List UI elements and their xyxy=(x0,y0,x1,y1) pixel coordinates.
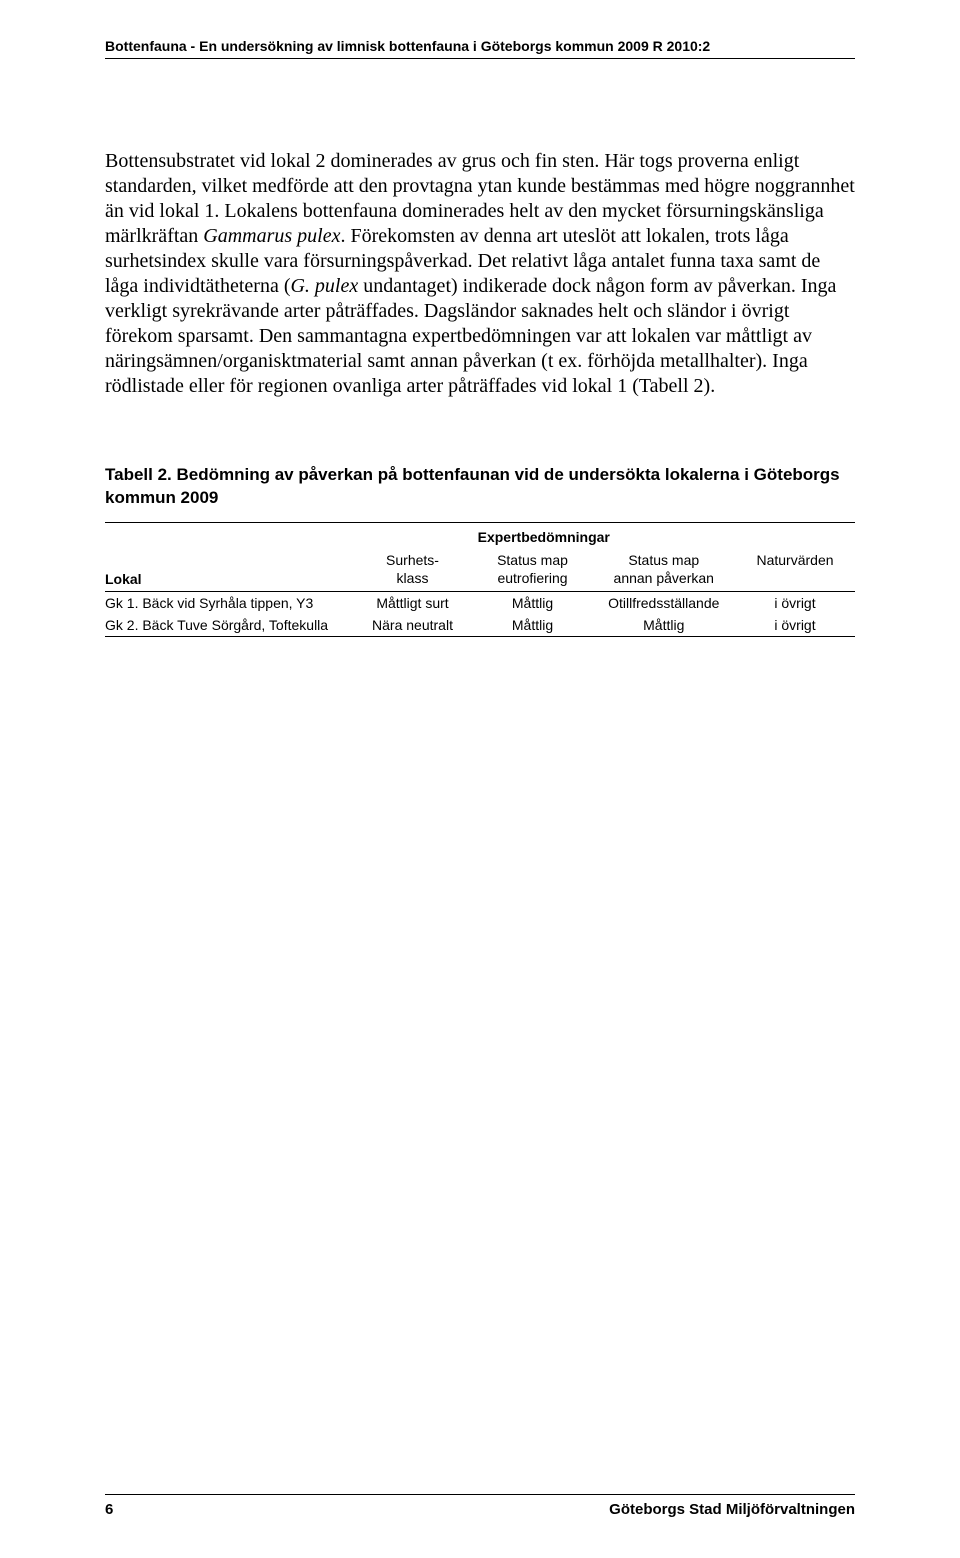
cell-c4: i övrigt xyxy=(735,592,855,615)
cell-c1: Nära neutralt xyxy=(353,614,473,637)
th-annan-paverkan: Status map annan påverkan xyxy=(593,548,736,592)
assessment-table: Expertbedömningar Lokal Surhets- klass S… xyxy=(105,522,855,637)
cell-c4: i övrigt xyxy=(735,614,855,637)
table-section: Tabell 2. Bedömning av påverkan på botte… xyxy=(105,464,855,637)
cell-lokal: Gk 2. Bäck Tuve Sörgård, Toftekulla xyxy=(105,614,353,637)
table-row: Gk 1. Bäck vid Syrhåla tippen, Y3 Måttli… xyxy=(105,592,855,615)
table-row: Gk 2. Bäck Tuve Sörgård, Toftekulla Nära… xyxy=(105,614,855,637)
table-superheader: Expertbedömningar xyxy=(353,522,736,548)
main-paragraph: Bottensubstratet vid lokal 2 dominerades… xyxy=(105,149,855,399)
para-italic-2: G. pulex xyxy=(290,275,358,297)
cell-c2: Måttlig xyxy=(473,614,593,637)
th-surhetsklass: Surhets- klass xyxy=(353,548,473,592)
para-italic-1: Gammarus pulex xyxy=(203,225,340,247)
cell-c3: Måttlig xyxy=(593,614,736,637)
cell-c1: Måttligt surt xyxy=(353,592,473,615)
th-lokal: Lokal xyxy=(105,548,353,592)
cell-c3: Otillfredsställande xyxy=(593,592,736,615)
table-caption: Tabell 2. Bedömning av påverkan på botte… xyxy=(105,464,855,510)
th-eutrofiering: Status map eutrofiering xyxy=(473,548,593,592)
page-header: Bottenfauna - En undersökning av limnisk… xyxy=(105,0,855,59)
page-footer: 6 Göteborgs Stad Miljöförvaltningen xyxy=(105,1494,855,1518)
th-naturvarden: Naturvärden xyxy=(735,548,855,592)
cell-c2: Måttlig xyxy=(473,592,593,615)
footer-org: Göteborgs Stad Miljöförvaltningen xyxy=(609,1501,855,1518)
cell-lokal: Gk 1. Bäck vid Syrhåla tippen, Y3 xyxy=(105,592,353,615)
header-title: Bottenfauna - En undersökning av limnisk… xyxy=(105,38,710,54)
page-number: 6 xyxy=(105,1501,113,1518)
